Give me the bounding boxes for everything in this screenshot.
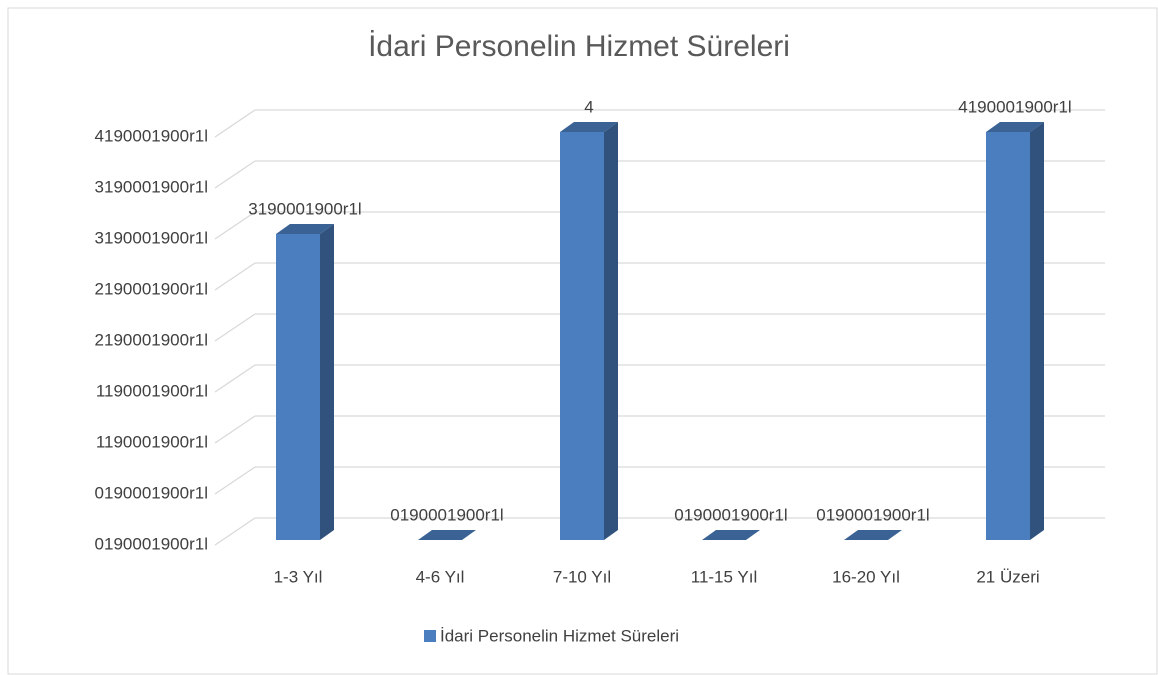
grid-line bbox=[214, 160, 256, 189]
bar-side bbox=[1030, 122, 1044, 540]
bar-front bbox=[986, 132, 1030, 540]
bar-top bbox=[276, 224, 334, 234]
chart-title: İdari Personelin Hizmet Süreleri bbox=[368, 30, 790, 63]
data-label: 4190001900r1l bbox=[958, 97, 1071, 116]
data-label: 0190001900r1l bbox=[674, 505, 787, 524]
legend-label: İdari Personelin Hizmet Süreleri bbox=[440, 626, 679, 645]
y-tick-label: 2190001900r1l bbox=[95, 330, 208, 349]
x-tick-label: 4-6 Yıl bbox=[416, 567, 465, 586]
y-tick-label: 4190001900r1l bbox=[95, 126, 208, 145]
y-tick-label: 1190001900r1l bbox=[96, 432, 208, 451]
bar-front bbox=[560, 132, 604, 540]
bar bbox=[702, 530, 760, 540]
x-tick-label: 11-15 Yıl bbox=[691, 567, 757, 586]
x-tick-label: 16-20 Yıl bbox=[832, 567, 900, 586]
data-label: 0190001900r1l bbox=[816, 505, 929, 524]
data-label: 4 bbox=[584, 97, 593, 116]
y-tick-label: 3190001900r1l bbox=[95, 177, 208, 196]
grid-line bbox=[214, 415, 256, 444]
grid-line bbox=[214, 109, 256, 138]
bar bbox=[986, 122, 1044, 540]
bar-side bbox=[604, 122, 618, 540]
bar-top bbox=[560, 122, 618, 132]
y-tick-label: 3190001900r1l bbox=[95, 228, 208, 247]
data-label: 0190001900r1l bbox=[390, 505, 503, 524]
bar-top bbox=[986, 122, 1044, 132]
legend-swatch bbox=[424, 630, 436, 642]
bar-top bbox=[844, 530, 902, 540]
bar-front bbox=[276, 234, 320, 540]
bar bbox=[844, 530, 902, 540]
grid-line bbox=[214, 466, 256, 495]
grid-line bbox=[214, 211, 256, 240]
x-tick-label: 7-10 Yıl bbox=[553, 567, 611, 586]
bar-top bbox=[418, 530, 476, 540]
bar bbox=[418, 530, 476, 540]
y-tick-label: 2190001900r1l bbox=[95, 279, 208, 298]
bar bbox=[276, 224, 334, 540]
grid-line bbox=[214, 262, 256, 291]
x-tick-label: 21 Üzeri bbox=[976, 567, 1039, 586]
x-tick-label: 1-3 Yıl bbox=[274, 567, 323, 586]
bar bbox=[560, 122, 618, 540]
y-tick-label: 1190001900r1l bbox=[96, 381, 208, 400]
grid-line bbox=[214, 364, 256, 393]
y-tick-label: 0190001900r1l bbox=[95, 483, 208, 502]
bar-top bbox=[702, 530, 760, 540]
bar-side bbox=[320, 224, 334, 540]
grid-line bbox=[214, 313, 256, 342]
data-label: 3190001900r1l bbox=[248, 199, 361, 218]
y-tick-label: 0190001900r1l bbox=[95, 534, 208, 553]
grid-line bbox=[214, 517, 256, 546]
